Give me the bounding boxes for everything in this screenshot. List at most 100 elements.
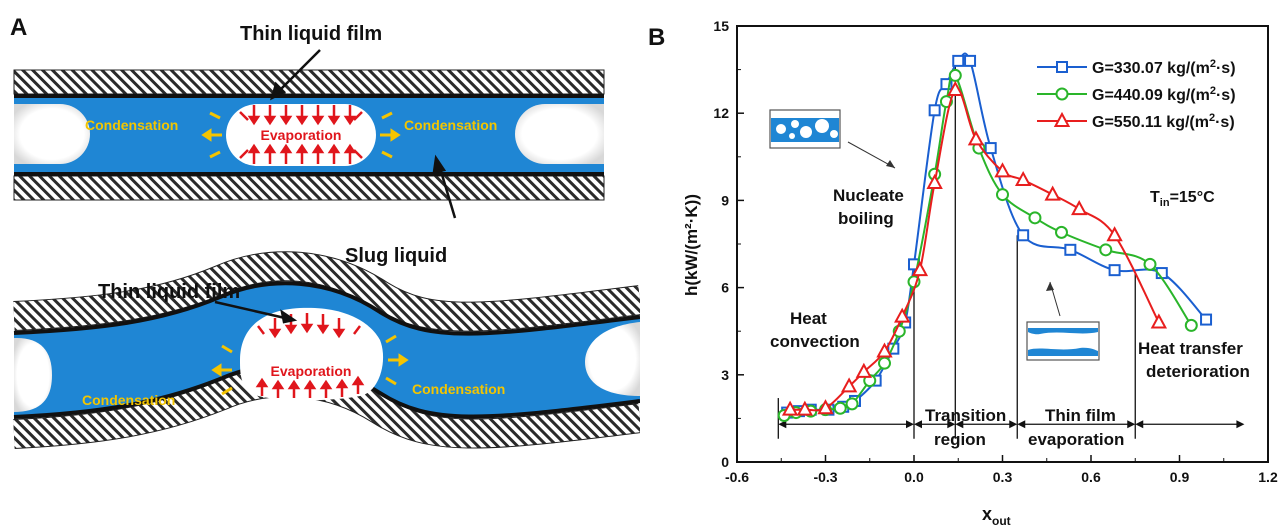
straight-evaporation-label: Evaporation [261, 127, 342, 143]
data-point-square [781, 406, 794, 419]
data-point-circle [789, 406, 803, 420]
data-point-circle [996, 188, 1009, 202]
wavy-condensation-right: Condensation [412, 381, 505, 397]
deterioration-annotation: Heat transfer deterioration [1138, 339, 1250, 381]
data-point-square [1155, 267, 1168, 280]
region-arrowhead [1236, 420, 1245, 429]
thin-film-annotation: Thin film evaporation [1028, 406, 1124, 449]
straight-condensation-left: Condensation [85, 117, 178, 133]
data-point-triangle [796, 400, 814, 416]
wavy-condensation-left: Condensation [82, 392, 175, 408]
data-point-circle [972, 141, 986, 155]
data-point-circle [948, 68, 962, 82]
data-point-square [984, 142, 997, 155]
right-bubble [515, 104, 604, 164]
transition-label-2: region [934, 430, 986, 449]
tin-annotation: Tin=15°C [1150, 189, 1215, 209]
panel-label-a: A [10, 14, 28, 41]
data-point-circle [1028, 211, 1042, 225]
y-tick-label: 6 [721, 280, 729, 296]
series-line-3 [790, 88, 1160, 412]
legend-marker-triangle [1053, 111, 1071, 127]
data-point-triangle [876, 342, 893, 358]
legend-label: G=330.07 kg/(m2·s) [1092, 58, 1236, 77]
data-point-square [964, 54, 977, 67]
data-point-triangle [1150, 313, 1168, 329]
thin-film-inset [1026, 281, 1100, 361]
region-arrowhead [1127, 420, 1136, 429]
y-tick-label: 9 [721, 192, 729, 208]
x-tick-label: 0.9 [1170, 469, 1190, 485]
nucleate-label-1: Nucleate [833, 186, 904, 205]
wavy-film-label: Thin liquid film [98, 281, 240, 303]
data-point-circle [833, 401, 847, 415]
data-point-square [869, 374, 882, 387]
wavy-evaporation-label: Evaporation [271, 363, 352, 379]
region-arrowhead [947, 420, 956, 429]
legend-marker-square [1056, 61, 1068, 73]
data-point-triangle [994, 162, 1011, 178]
data-point-triangle [840, 377, 858, 393]
left-bubble [14, 104, 90, 164]
data-point-circle [939, 95, 953, 109]
thin-film-label-2: evaporation [1028, 430, 1124, 449]
data-point-triangle [911, 261, 929, 277]
data-point-circle [863, 374, 877, 388]
nucleate-boiling-inset [769, 109, 896, 169]
region-arrowhead [1017, 420, 1026, 429]
y-tick-label: 3 [721, 367, 729, 383]
legend-label: G=440.09 kg/(m2·s) [1092, 85, 1236, 104]
y-tick-label: 15 [713, 18, 729, 34]
plot-frame [736, 25, 1269, 463]
wavy-right-bubble [585, 322, 640, 396]
thin-film-label-1: Thin film [1045, 406, 1116, 425]
data-point-square [1064, 243, 1077, 256]
x-tick-label: 0.0 [904, 469, 924, 485]
data-point-triangle [781, 400, 799, 416]
data-point-square [792, 405, 805, 418]
x-tick-label: -0.6 [725, 469, 749, 485]
data-point-square [887, 342, 900, 355]
data-point-circle [1143, 257, 1157, 271]
straight-channel [13, 69, 605, 201]
region-arrowhead [914, 420, 922, 429]
y-tick-label: 0 [721, 454, 729, 470]
x-tick-label: 1.2 [1258, 469, 1278, 485]
data-point-square [952, 54, 965, 67]
data-point-triangle [855, 362, 873, 378]
straight-film-pointer [270, 49, 321, 101]
x-axis-label: xout [982, 504, 1011, 528]
data-point-circle [907, 275, 921, 289]
data-point-square [908, 258, 920, 271]
data-point-triangle [1106, 226, 1123, 242]
data-point-circle [777, 408, 791, 422]
heat-convection-annotation: Heat convection [770, 309, 860, 351]
data-point-square [822, 403, 835, 416]
data-point-circle [1184, 318, 1198, 332]
data-point-triangle [817, 399, 834, 415]
data-point-triangle [1071, 200, 1088, 216]
y-axis-label: h(kW/(m²·K)) [682, 194, 701, 296]
data-point-square [899, 316, 912, 329]
straight-red-arrows [239, 105, 363, 164]
nucleate-boiling-annotation: Nucleate boiling [833, 186, 904, 228]
deterioration-label-1: Heat transfer [1138, 339, 1243, 358]
data-point-square [928, 104, 941, 117]
nucleate-label-2: boiling [838, 209, 894, 228]
slug-flow-diagram: Condensation Evaporation Condensation Th… [13, 23, 640, 449]
x-tick-label: -0.3 [813, 469, 837, 485]
data-point-circle [845, 397, 859, 411]
straight-yellow-arrows [201, 111, 401, 159]
data-point-triangle [947, 80, 964, 96]
data-point-circle [1055, 225, 1068, 239]
region-arrowhead [778, 420, 787, 429]
x-tick-label: 0.3 [993, 469, 1013, 485]
data-point-circle [928, 167, 942, 181]
data-point-circle [804, 404, 818, 418]
data-point-square [837, 400, 850, 413]
data-point-triangle [1014, 170, 1032, 187]
data-point-square [1108, 264, 1121, 277]
wavy-film-pointer [214, 300, 298, 324]
data-point-square [1017, 229, 1030, 242]
data-point-circle [1099, 243, 1113, 257]
